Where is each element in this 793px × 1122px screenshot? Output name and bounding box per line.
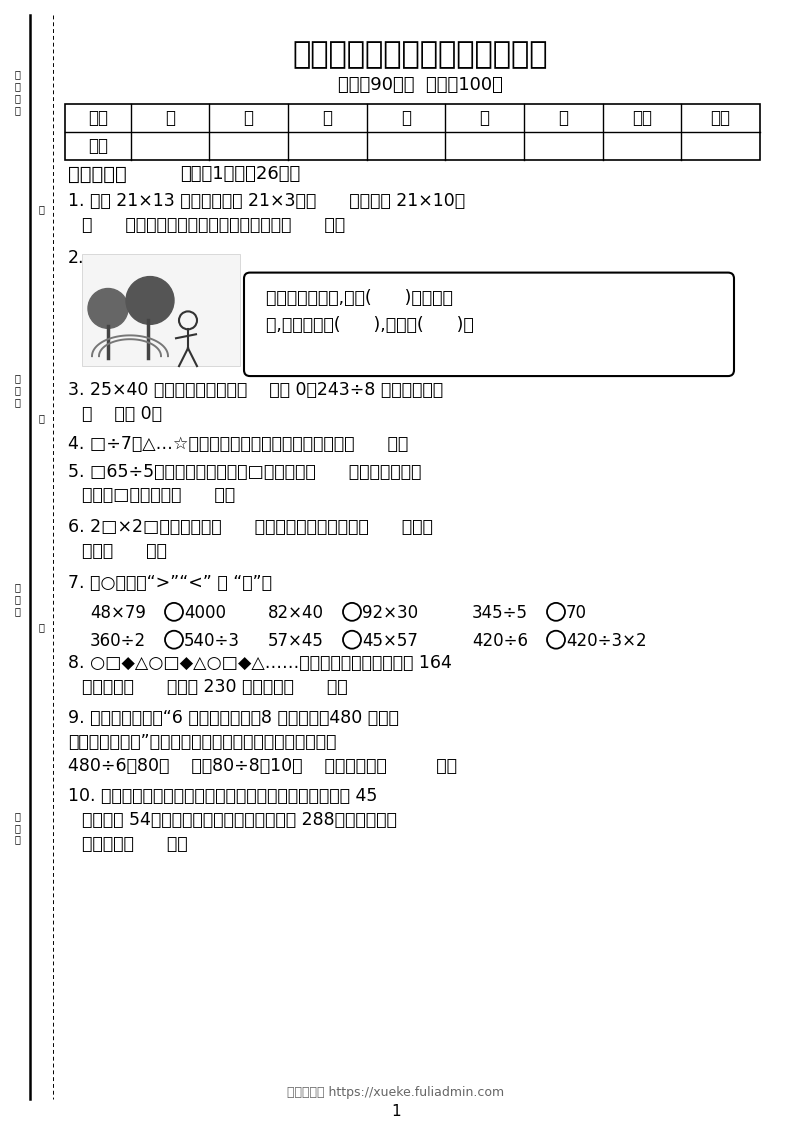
Text: 二: 二	[243, 109, 254, 128]
Text: 级: 级	[38, 622, 44, 632]
Text: 1. 计算 21×13 时，可以先算 21×3＝（      ），再算 21×10＝: 1. 计算 21×13 时，可以先算 21×3＝（ ），再算 21×10＝	[68, 192, 465, 210]
Text: 个图形是（      ），第 230 个图形是（      ）。: 个图形是（ ），第 230 个图形是（ ）。	[82, 678, 347, 696]
Text: 3. 25×40 的积的末尾一共有（    ）个 0；243÷8 的商的末尾有: 3. 25×40 的积的末尾一共有（ ）个 0；243÷8 的商的末尾有	[68, 381, 443, 399]
Text: 8. ○□◆△○□◆△○□◆△……按这样的规律排下去，第 164: 8. ○□◆△○□◆△○□◆△……按这样的规律排下去，第 164	[68, 654, 452, 672]
Text: 题序: 题序	[88, 109, 108, 128]
Text: 错看成了 54，这样计算出的结果比原来多了 288。这道题的正: 错看成了 54，这样计算出的结果比原来多了 288。这道题的正	[82, 811, 396, 829]
Text: 4000: 4000	[184, 604, 226, 622]
Text: 一: 一	[165, 109, 175, 128]
Text: 4. □÷7＝△…☆，商和余数相同时，被除数最大是（      ）。: 4. □÷7＝△…☆，商和余数相同时，被除数最大是（ ）。	[68, 434, 408, 453]
Text: 360÷2: 360÷2	[90, 632, 146, 650]
Text: 10. 小晴在计算一道两位数乘两位数的题时，把第二个乘数 45: 10. 小晴在计算一道两位数乘两位数的题时，把第二个乘数 45	[68, 787, 377, 804]
Text: 六: 六	[558, 109, 569, 128]
Text: 五: 五	[480, 109, 489, 128]
Text: 345÷5: 345÷5	[472, 604, 528, 622]
Text: 420÷3×2: 420÷3×2	[566, 632, 646, 650]
Text: 5. □65÷5，要使商是三位数，□里最小填（      ），要使商是两: 5. □65÷5，要使商是三位数，□里最小填（ ），要使商是两	[68, 462, 421, 480]
Text: 四: 四	[401, 109, 411, 128]
Text: 书: 书	[38, 413, 44, 423]
Text: 座: 座	[14, 70, 20, 80]
Text: 号: 号	[14, 93, 20, 103]
Text: ：: ：	[14, 835, 20, 845]
Text: 位数，□里可以填（      ）。: 位数，□里可以填（ ）。	[82, 487, 236, 505]
Text: 540÷3: 540÷3	[184, 632, 240, 650]
Text: 门,我的左面是(      ),右面是(      )。: 门,我的左面是( ),右面是( )。	[266, 316, 473, 334]
Text: 6. 2□×2□的积一定是（      ）位数，这个积最大是（      ），最: 6. 2□×2□的积一定是（ ）位数，这个积最大是（ ），最	[68, 518, 433, 536]
Text: 一、填空。: 一、填空。	[68, 165, 127, 184]
Text: 三年级下册数学期中达标测试卷: 三年级下册数学期中达标测试卷	[293, 39, 548, 68]
Bar	[82, 254, 240, 366]
Circle shape	[126, 276, 174, 324]
Text: 总分: 总分	[632, 109, 652, 128]
Text: 92×30: 92×30	[362, 604, 418, 622]
Text: 480÷6＝80（    ），80÷8＝10（    ），先求出（         ）。: 480÷6＝80（ ），80÷8＝10（ ），先求出（ ）。	[68, 757, 457, 775]
Text: 48×79: 48×79	[90, 604, 146, 622]
Text: 2.: 2.	[68, 249, 85, 267]
Circle shape	[88, 288, 128, 329]
Text: 得分: 得分	[88, 137, 108, 155]
FancyBboxPatch shape	[244, 273, 734, 376]
Text: 游园的大门朝北,我向(      )走进入大: 游园的大门朝北,我向( )走进入大	[266, 288, 453, 306]
Text: （    ）个 0。: （ ）个 0。	[82, 405, 162, 423]
Text: ：: ：	[14, 105, 20, 116]
Text: 确结果是（      ）。: 确结果是（ ）。	[82, 835, 188, 853]
Text: 57×45: 57×45	[268, 632, 324, 650]
Text: 校: 校	[14, 822, 20, 833]
Text: （每空1分，共26分）: （每空1分，共26分）	[180, 165, 301, 183]
Text: 小是（      ）。: 小是（ ）。	[82, 542, 167, 560]
Text: 级: 级	[14, 594, 20, 604]
Text: 名: 名	[14, 385, 20, 395]
Text: 9. 下面是聪聪解答“6 个杯子装一盒，8 盒装一箱，480 个杯子: 9. 下面是聪聪解答“6 个杯子装一盒，8 盒装一箱，480 个杯子	[68, 709, 399, 727]
Text: 学: 学	[14, 811, 20, 821]
Text: 82×40: 82×40	[268, 604, 324, 622]
Text: 7. 在○里填上“>”“<” 或 “＝”。: 7. 在○里填上“>”“<” 或 “＝”。	[68, 574, 272, 592]
Bar	[65, 104, 760, 160]
Text: 三: 三	[322, 109, 332, 128]
Text: 时间：90分钟  满分：100分: 时间：90分钟 满分：100分	[338, 75, 503, 93]
Text: 班: 班	[14, 582, 20, 592]
Text: ：: ：	[14, 606, 20, 616]
Text: （      ），最后把两个积加起来，结果是（      ）。: （ ），最后把两个积加起来，结果是（ ）。	[82, 215, 345, 233]
Text: 可以装多少箱？”的思考过程，请把单位和想法补充完整。: 可以装多少箱？”的思考过程，请把单位和想法补充完整。	[68, 733, 336, 752]
Text: 姓: 姓	[14, 373, 20, 383]
Text: 1: 1	[391, 1104, 400, 1120]
Text: 420÷6: 420÷6	[472, 632, 528, 650]
Text: 等级: 等级	[711, 109, 730, 128]
Text: 45×57: 45×57	[362, 632, 418, 650]
Text: 线: 线	[38, 204, 44, 214]
Text: 位: 位	[14, 82, 20, 92]
Text: ：: ：	[14, 397, 20, 407]
Text: 学科资源库 https://xueke.fuliadmin.com: 学科资源库 https://xueke.fuliadmin.com	[287, 1086, 504, 1100]
Text: 70: 70	[566, 604, 587, 622]
